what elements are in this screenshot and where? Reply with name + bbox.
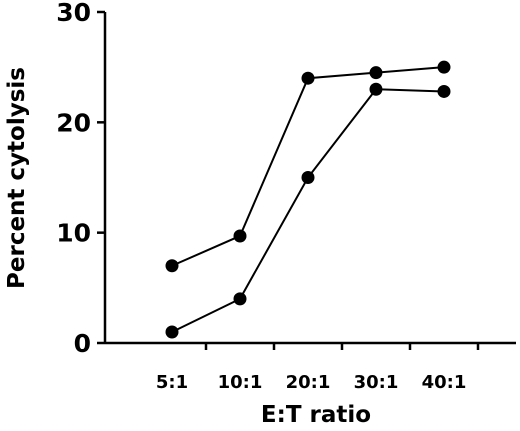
x-tick-label-4: 40:1 xyxy=(422,372,467,393)
series-1-point-1 xyxy=(233,229,247,243)
x-tick-label-3: 30:1 xyxy=(354,372,399,393)
y-axis-title: Percent cytolysis xyxy=(4,67,30,289)
y-tick-label-2: 20 xyxy=(56,108,91,137)
series-2-point-3 xyxy=(369,82,383,96)
x-tick-label-1: 10:1 xyxy=(218,372,263,393)
y-ticks: 0 10 20 30 xyxy=(56,0,105,358)
series-2-point-4 xyxy=(437,84,451,98)
series-1-point-4 xyxy=(437,60,451,74)
y-tick-label-1: 10 xyxy=(56,219,91,248)
series-2-point-2 xyxy=(301,171,315,184)
x-axis-title: E:T ratio xyxy=(261,402,371,428)
x-tick-label-2: 20:1 xyxy=(286,372,331,393)
series-1-line xyxy=(171,66,445,267)
series-1-point-0 xyxy=(165,259,179,273)
y-tick-label-0: 0 xyxy=(74,329,91,358)
plot-area: 0 10 20 30 5:1 10:1 20:1 30:1 40:1 xyxy=(56,0,516,393)
series-1-point-3 xyxy=(369,66,383,80)
x-ticks: 5:1 10:1 20:1 30:1 40:1 xyxy=(156,343,480,393)
series-1-point-2 xyxy=(301,71,315,85)
y-tick-label-3: 30 xyxy=(56,0,91,27)
series-2-point-1 xyxy=(233,292,247,306)
series-layer xyxy=(165,60,451,339)
series-2-point-0 xyxy=(165,325,179,339)
x-tick-label-0: 5:1 xyxy=(156,372,188,393)
series-2-line xyxy=(171,88,445,333)
